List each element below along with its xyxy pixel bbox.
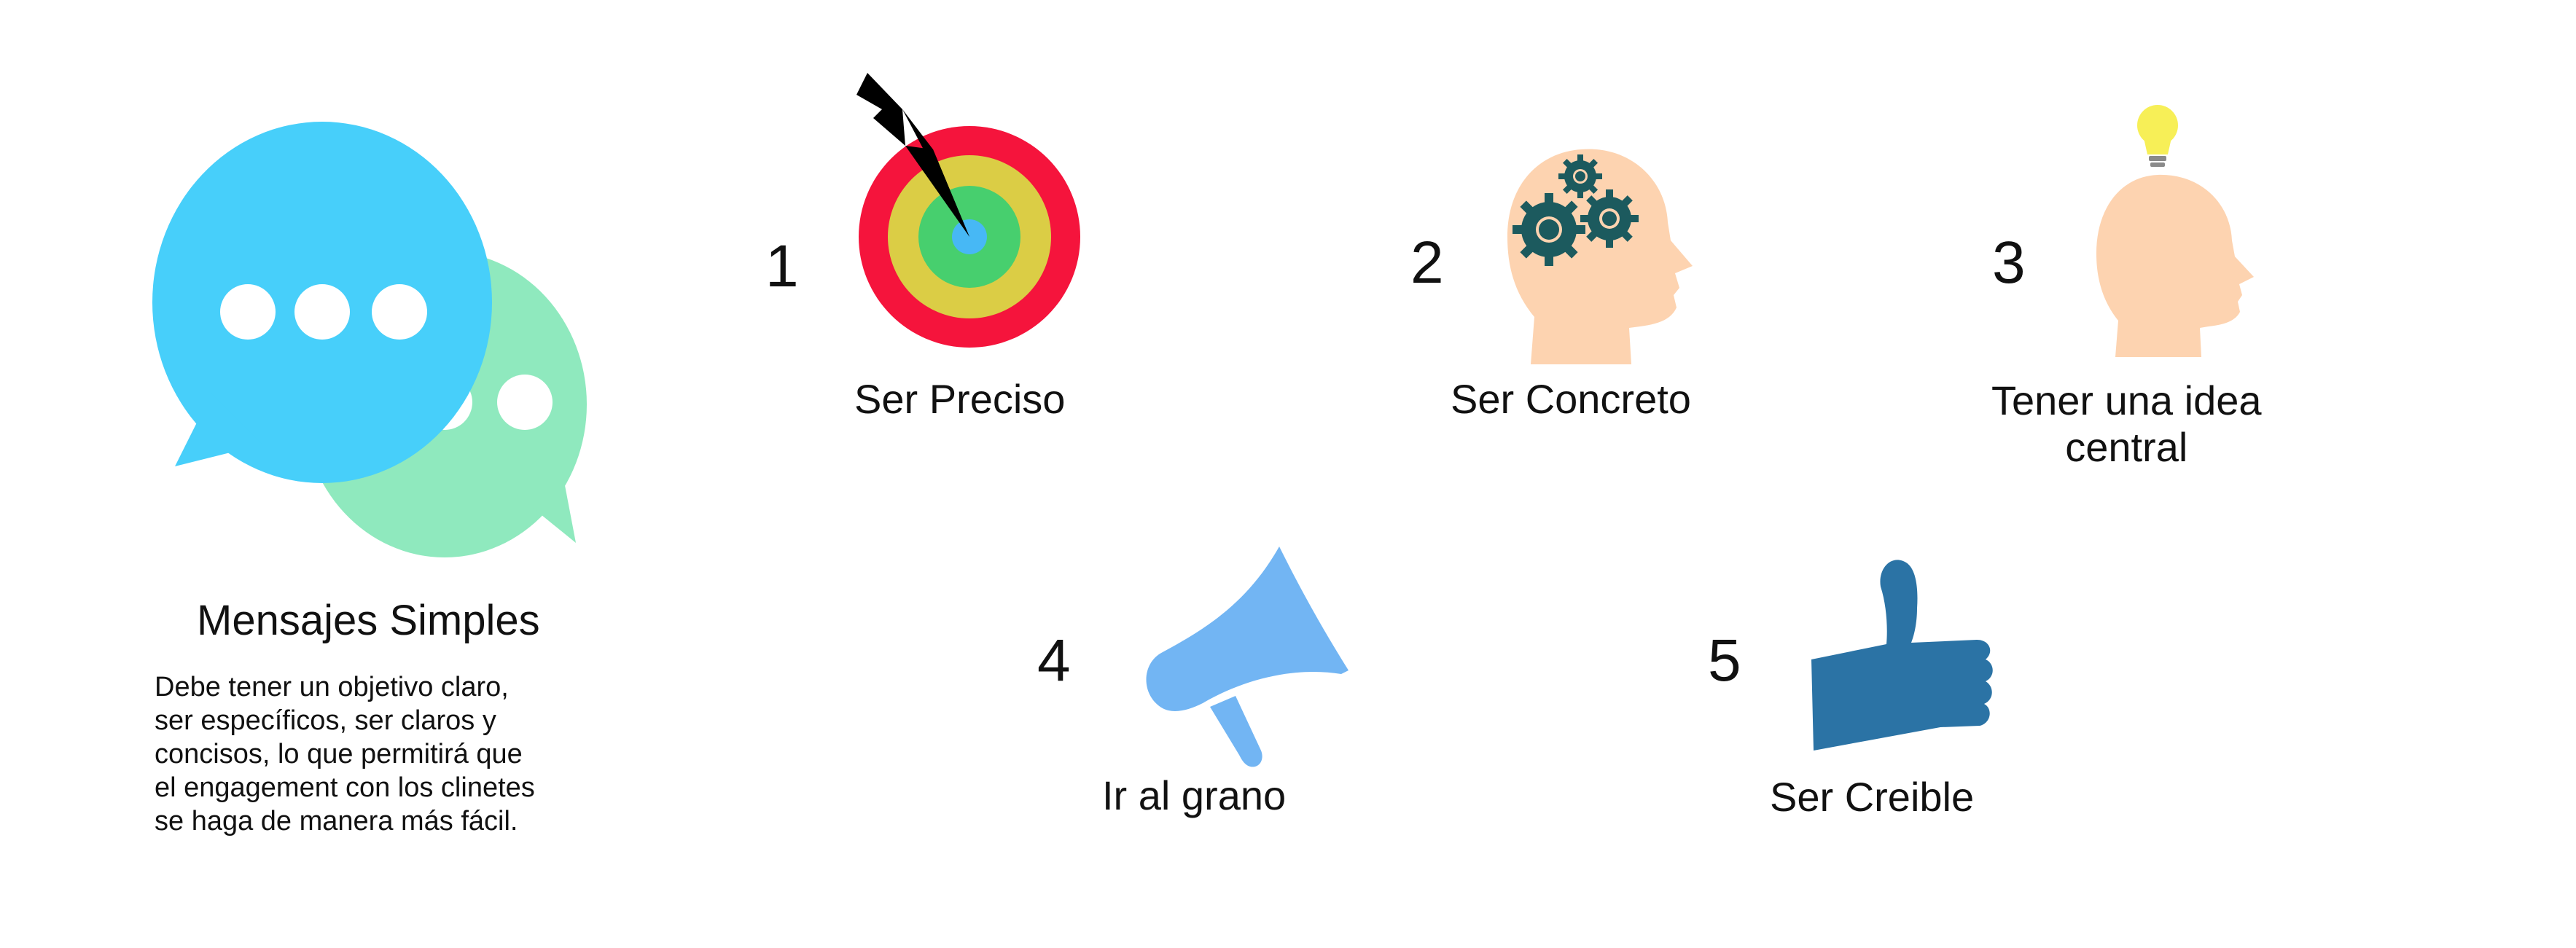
step-number: 1 <box>765 233 799 299</box>
head-silhouette <box>1507 149 1693 364</box>
gear-icon <box>1513 193 1585 266</box>
step-number: 2 <box>1410 230 1444 296</box>
description-line: se haga de manera más fácil. <box>155 806 518 837</box>
step-label: Ser Creible <box>1770 774 1975 820</box>
head-gears-icon <box>1507 149 1693 364</box>
step-label: Tener una idea central <box>1991 377 2262 471</box>
description-line: Debe tener un objetivo claro, <box>155 672 509 702</box>
blue-bubble <box>152 122 492 483</box>
lightbulb-icon <box>2137 105 2178 167</box>
gear-icon <box>1558 154 1602 198</box>
head-silhouette <box>2096 174 2254 357</box>
step-number: 3 <box>1992 230 2026 296</box>
target-dart-icon <box>856 73 1080 348</box>
head-lightbulb-icon <box>2096 105 2254 357</box>
megaphone-icon <box>1146 547 1349 767</box>
gear-icon <box>1580 189 1639 248</box>
label-line: Tener una idea <box>1991 377 2262 423</box>
thumbs-up-icon <box>1811 560 1993 751</box>
step-label: Ser Concreto <box>1451 376 1691 422</box>
description-line: concisos, lo que permitirá que <box>155 739 523 769</box>
intro-title: Mensajes Simples <box>197 597 540 644</box>
step-number: 5 <box>1708 627 1741 694</box>
step-label: Ser Preciso <box>854 376 1066 422</box>
description-line: ser específicos, ser claros y <box>155 705 496 736</box>
intro-description: Debe tener un objetivo claro, ser especí… <box>155 670 535 838</box>
label-line: central <box>2065 424 2188 471</box>
step-number: 4 <box>1037 627 1071 694</box>
speech-bubbles-icon <box>152 122 587 557</box>
description-line: el engagement con los clinetes <box>155 772 535 803</box>
step-label: Ir al grano <box>1102 772 1287 818</box>
